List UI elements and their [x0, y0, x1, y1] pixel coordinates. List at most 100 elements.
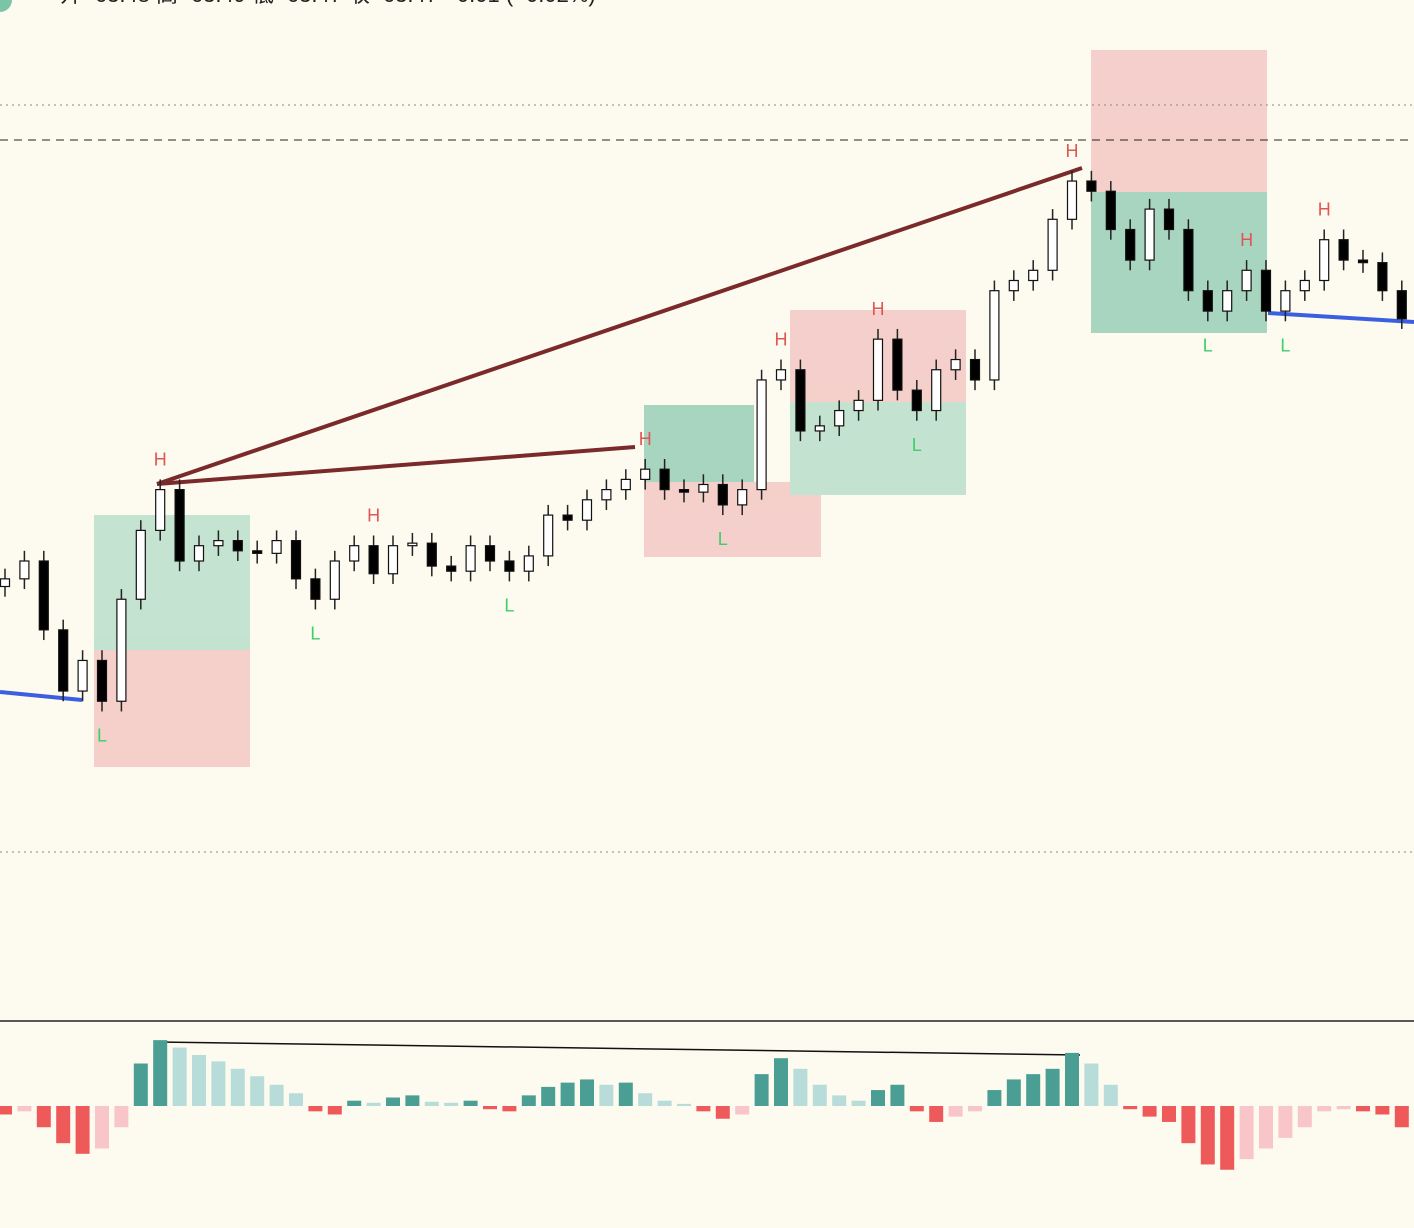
candle-body [155, 489, 166, 532]
candle-body [853, 399, 864, 412]
candle-body [77, 659, 88, 692]
histogram-bar [386, 1097, 400, 1106]
pivot-label: H [775, 330, 788, 350]
candle-body [1396, 290, 1407, 320]
pivot-label: L [504, 595, 514, 615]
candle-body [1008, 279, 1019, 292]
histogram-bar [114, 1106, 129, 1128]
candle-body [484, 545, 496, 562]
candle-body [1299, 279, 1310, 292]
pivot-label: L [1203, 335, 1213, 355]
pivot-label: H [367, 506, 380, 526]
candle-body [1125, 228, 1136, 261]
legend-dot [0, 0, 12, 12]
candle-body [232, 539, 243, 552]
candle-body [1144, 208, 1155, 261]
candle-body [0, 578, 11, 588]
histogram-bar [793, 1068, 808, 1106]
candle-body [1086, 180, 1097, 192]
histogram-bar [657, 1100, 672, 1106]
candle-body [504, 560, 515, 572]
candle-body [96, 659, 108, 702]
histogram-bar [580, 1079, 594, 1106]
histogram-bar [250, 1076, 265, 1106]
histogram-bar [211, 1061, 226, 1106]
pivot-label: H [639, 429, 652, 449]
histogram-bar [269, 1084, 284, 1106]
candle-body [193, 545, 205, 562]
zone [790, 402, 966, 495]
candle-body [581, 499, 593, 521]
candle-body [795, 369, 806, 432]
histogram-bar [1259, 1106, 1273, 1149]
histogram-bar [1200, 1106, 1215, 1165]
histogram-bar [871, 1090, 885, 1106]
histogram-bar [774, 1058, 788, 1106]
histogram-bar [1181, 1106, 1196, 1144]
pivot-label: L [97, 725, 107, 745]
candle-body [465, 545, 476, 572]
pivot-label: H [1066, 141, 1079, 161]
histogram-bar [56, 1106, 71, 1144]
histogram-bar [1006, 1079, 1021, 1106]
histogram-bar [230, 1068, 245, 1106]
histogram-bar [560, 1082, 575, 1106]
candle-body [38, 560, 49, 631]
trend-line [1267, 311, 1414, 324]
candle-body [1280, 290, 1291, 312]
histogram-bar [1045, 1068, 1060, 1106]
histogram-bar [1375, 1106, 1390, 1115]
candle-body [640, 468, 651, 481]
candle-body [1105, 190, 1116, 231]
divergence-line [157, 1041, 1081, 1056]
candle-body [523, 555, 534, 572]
histogram-bar [1142, 1106, 1157, 1117]
histogram-bar [1123, 1106, 1138, 1110]
histogram-bar [17, 1106, 32, 1112]
histogram-bar [95, 1106, 109, 1149]
candle-body [349, 545, 360, 562]
candle-body [1357, 259, 1369, 264]
histogram-bar [618, 1082, 633, 1106]
histogram-bar [929, 1106, 944, 1122]
candle-body [116, 598, 127, 702]
histogram-bar [1026, 1074, 1041, 1106]
histogram-bar [968, 1106, 982, 1112]
candle-body [426, 542, 437, 567]
histogram-bar [715, 1106, 730, 1119]
histogram-bar [483, 1106, 497, 1110]
histogram-bar [463, 1100, 478, 1106]
histogram-bar [0, 1106, 12, 1115]
pivot-label: H [154, 449, 167, 469]
candle-body [678, 489, 690, 493]
ohlc-legend: 开=63.48 高=63.49 低=63.47 收=63.47 −0.01 (−… [60, 0, 596, 7]
histogram-bar [1084, 1063, 1099, 1106]
histogram-bar [133, 1063, 148, 1106]
trend-line [156, 166, 1083, 486]
histogram-bar [851, 1100, 866, 1106]
pivot-label: L [310, 623, 320, 643]
pivot-label: L [912, 435, 922, 455]
candle-body [213, 539, 224, 547]
candle-body [1183, 228, 1194, 292]
histogram-bar [735, 1106, 750, 1115]
histogram-bar [1162, 1106, 1176, 1122]
candle-body [1163, 208, 1175, 231]
histogram-bar [366, 1102, 381, 1106]
candle-body [756, 379, 767, 491]
histogram-bar [638, 1093, 653, 1106]
candle-body [1338, 239, 1349, 261]
zone [1091, 50, 1267, 192]
candle-body [368, 545, 379, 575]
candle-body [950, 358, 961, 371]
candle-body [659, 468, 670, 491]
histogram-bar [502, 1106, 517, 1112]
candle-body [1377, 262, 1388, 292]
histogram-bar [1239, 1106, 1254, 1160]
candle-body [290, 539, 302, 580]
histogram-bar [832, 1095, 847, 1106]
candle-body [387, 545, 399, 575]
histogram-bar [36, 1106, 51, 1128]
histogram-bar [1103, 1084, 1118, 1106]
